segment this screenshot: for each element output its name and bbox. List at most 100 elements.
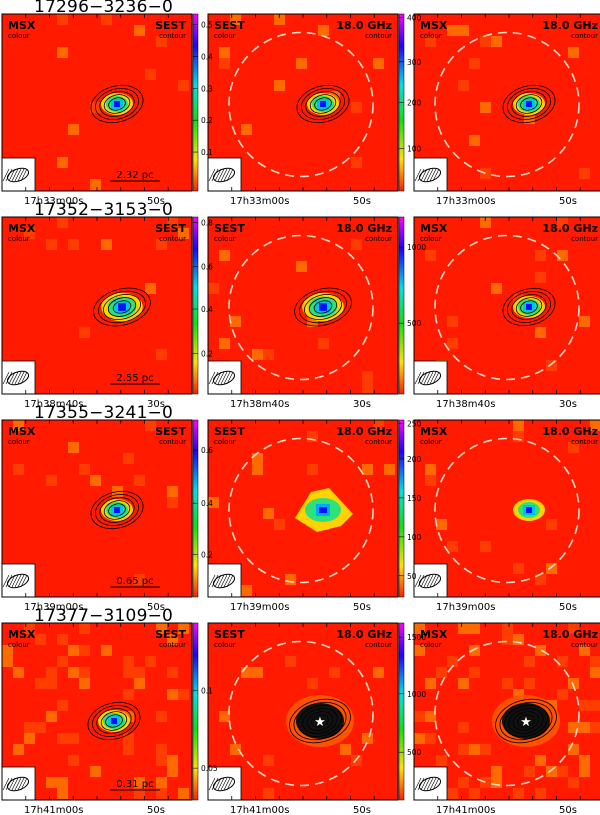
noise-pixel [263,755,274,766]
noise-pixel [134,678,145,689]
noise-pixel [480,102,491,113]
noise-pixel [79,678,90,689]
noise-pixel [557,766,568,777]
noise-pixel [178,623,189,634]
colour-map-label: MSX [8,19,36,32]
colour-bar: 1500 1000 500 [398,622,426,801]
x-tick-label: 17h33m00s [436,196,495,207]
noise-pixel [579,722,590,733]
contour-map-label: SEST [155,19,186,32]
contour-map-label: 18.0 GHz [336,425,392,438]
noise-pixel [252,453,263,464]
x-tick-label: 50s [353,602,371,613]
noise-pixel [535,272,546,283]
contour-lines [502,84,556,124]
colour-bar-tick: 1500 [407,633,426,642]
noise-pixel [208,497,219,508]
noise-pixel [590,667,600,678]
noise-pixel [557,250,568,261]
noise-pixel [57,14,68,25]
noise-pixel [274,80,285,91]
noise-pixel [241,667,252,678]
colour-bar-tick: 0.4 [201,52,213,61]
noise-pixel [263,349,274,360]
beam-circle [228,640,374,787]
noise-pixel [24,623,35,634]
noise-pixel [546,563,557,574]
noise-pixel [362,733,373,744]
colour-map-label: MSX [420,425,448,438]
noise-pixel [307,678,318,689]
x-tick-label: 17h38m40s [436,399,495,410]
source-title: 17296−3236−0 [34,0,174,17]
source-title: 17377−3109−0 [34,606,174,626]
colour-bar-tick: 0.8 [201,218,213,227]
noise-pixel [134,475,145,486]
scale-bar-label: 0.65 pc [116,576,153,587]
noise-pixel [469,135,480,146]
noise-pixel [13,744,24,755]
noise-pixel [524,766,535,777]
colour-bar-tick: 100 [407,145,422,154]
noise-pixel [491,777,502,788]
noise-pixel [134,667,145,678]
y-tick-label: −32°38′00″ [0,35,2,93]
colour-bar-tick: 100 [407,533,422,542]
colour-bar-tick: 50 [407,572,417,581]
x-tick-label: 50s [353,196,371,207]
x-tick-label: 30s [353,399,371,410]
contour-lines [87,701,141,741]
colour-bar: 0.8 0.6 0.4 0.2 [192,216,213,395]
x-tick-label: 17h39m00s [24,602,83,613]
contour-lines [90,84,144,124]
noise-pixel [579,168,590,179]
noise-pixel [447,788,458,799]
noise-pixel [458,25,469,36]
colour-caption: colour [8,641,30,649]
noise-pixel [384,464,395,475]
noise-pixel [2,645,13,656]
noise-pixel [502,634,513,645]
noise-pixel [513,788,524,799]
noise-pixel [373,58,384,69]
noise-pixel [156,349,167,360]
noise-pixel [285,656,296,667]
noise-pixel [535,645,546,656]
noise-pixel [241,585,252,596]
scale-bar: 0.31 pc [110,779,160,791]
x-tick-label: 50s [353,805,371,815]
colour-map-label: SEST [214,425,245,438]
colour-bar-tick: 400 [407,14,422,23]
noise-pixel [252,667,263,678]
beam-ellipse-box [207,563,242,598]
x-tick-label: 17h41m00s [230,805,289,815]
contour-caption: contour [159,32,186,40]
noise-pixel [557,217,568,228]
contour-lines [294,287,352,327]
noise-pixel [101,645,112,656]
noise-pixel [436,519,447,530]
noise-pixel [373,420,384,431]
noise-pixel [57,157,68,168]
x-tick-label: 17h33m00s [24,196,83,207]
noise-pixel [579,316,590,327]
scale-bar-label: 2.32 pc [116,170,153,181]
contour-caption: contour [159,438,186,446]
beam-ellipse-box [1,766,36,801]
contour-lines [90,490,144,530]
scale-bar-label: 0.31 pc [116,779,153,790]
y-tick-label: −32°40′00″ [0,135,2,193]
colour-caption: colour [420,235,442,243]
noise-pixel [274,14,285,25]
contour-caption: contour [365,641,392,649]
colour-bar-tick: 0.4 [201,499,213,508]
contour-map-label: 18.0 GHz [542,222,598,235]
noise-pixel [491,36,502,47]
noise-pixel [219,47,230,58]
source-emission: ★ [492,695,560,747]
noise-pixel [469,58,480,69]
noise-pixel [524,656,535,667]
noise-pixel [480,541,491,552]
